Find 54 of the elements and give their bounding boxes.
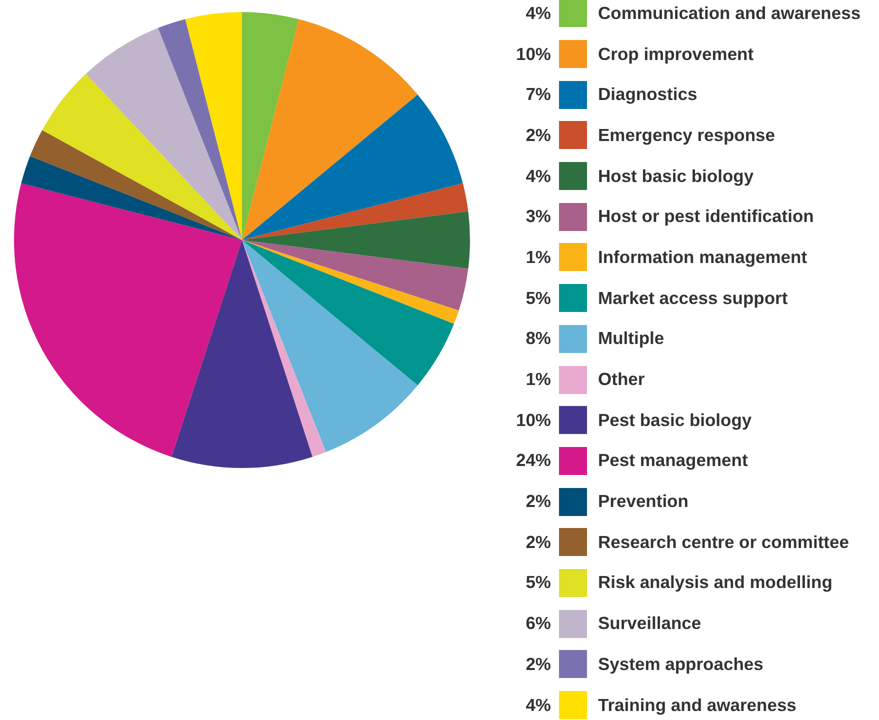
legend-label: Risk analysis and modelling xyxy=(598,572,832,594)
legend-label: Pest basic biology xyxy=(598,410,752,431)
legend-label: Crop improvement xyxy=(598,44,754,65)
legend-label: Emergency response xyxy=(598,124,776,146)
legend-label: Host or pest identification xyxy=(598,206,814,228)
pie-slice xyxy=(185,12,242,240)
legend-label: Pest management xyxy=(598,450,748,472)
data-label: 4% xyxy=(524,166,551,187)
legend-label: Host basic biology xyxy=(598,166,754,187)
data-label: 1% xyxy=(524,369,551,390)
pie-slice xyxy=(242,12,299,240)
pie-slice xyxy=(242,183,468,240)
data-label: 2% xyxy=(524,491,551,512)
data-label: 2% xyxy=(524,532,551,553)
legend-label: Training and awareness xyxy=(598,694,796,716)
legend-label: Research centre or committee xyxy=(598,532,849,553)
data-label: 4% xyxy=(524,2,551,24)
pie-slice xyxy=(242,240,459,324)
pie-slice xyxy=(158,19,242,240)
legend-label: Prevention xyxy=(598,491,688,512)
data-label: 4% xyxy=(524,694,551,716)
pie-slice xyxy=(30,130,242,240)
data-label: 5% xyxy=(524,572,551,594)
legend-label: Surveillance xyxy=(598,613,702,634)
legend-label: Information management xyxy=(598,246,808,268)
data-label: 6% xyxy=(524,613,551,634)
pie-slice xyxy=(242,240,418,452)
data-label: 2% xyxy=(524,654,551,675)
pie-slice xyxy=(86,28,242,240)
data-label: 10% xyxy=(514,44,551,65)
pie-slice xyxy=(242,211,470,269)
pie-slice xyxy=(242,94,463,240)
pie-slice xyxy=(172,240,312,468)
pie-slice xyxy=(21,156,242,240)
pie-slice xyxy=(242,19,418,240)
pie-slice xyxy=(14,183,242,457)
data-label: 5% xyxy=(524,288,551,309)
data-label: 10% xyxy=(514,410,551,431)
legend-label: Market access support xyxy=(598,288,788,309)
pie-slice xyxy=(242,240,468,310)
legend-label: Communication and awareness xyxy=(598,2,861,24)
legend-label: Diagnostics xyxy=(598,84,698,106)
pie-slice xyxy=(242,240,326,457)
data-label: 2% xyxy=(524,124,551,146)
pie-slice xyxy=(242,240,454,386)
data-label: 8% xyxy=(524,328,551,350)
data-label: 7% xyxy=(524,84,551,106)
data-label: 24% xyxy=(514,450,551,472)
legend-label: Other xyxy=(598,369,645,390)
data-label: 3% xyxy=(524,206,551,228)
pie-slice xyxy=(42,74,242,240)
data-label: 1% xyxy=(524,246,551,268)
legend-label: System approaches xyxy=(598,654,764,675)
legend-label: Multiple xyxy=(598,328,664,350)
